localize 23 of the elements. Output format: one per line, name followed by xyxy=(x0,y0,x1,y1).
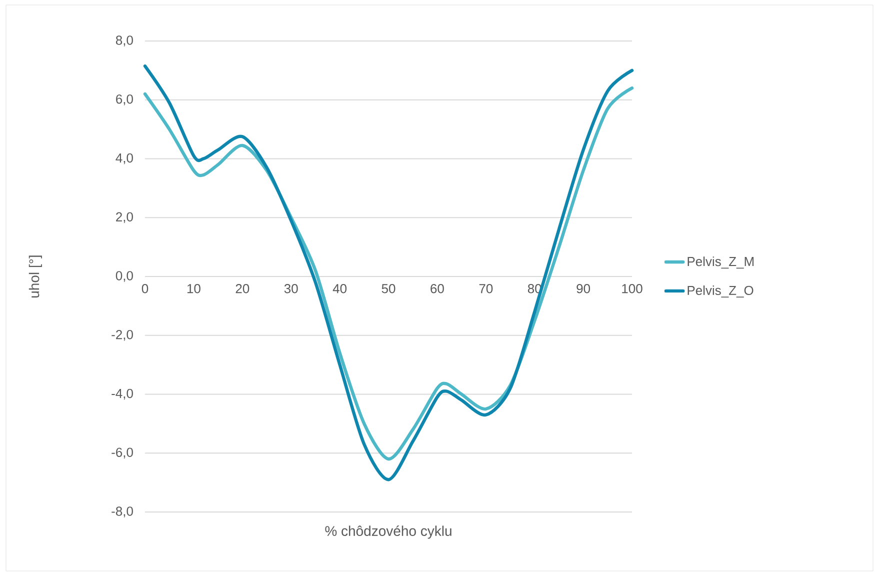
y-axis-title: uhol [°] xyxy=(28,256,42,298)
y-tick-label: -2,0 xyxy=(112,330,133,341)
y-tick-label: -4,0 xyxy=(112,388,133,400)
legend-label: Pelvis_Z_M xyxy=(688,256,754,269)
x-tick-label: 70 xyxy=(479,284,493,294)
y-tick-label: 8,0 xyxy=(116,36,133,46)
y-tick-label: 2,0 xyxy=(116,212,133,223)
x-tick-label: 50 xyxy=(382,284,396,294)
x-tick-label: 30 xyxy=(284,284,298,294)
y-tick-label: 6,0 xyxy=(116,94,133,106)
x-tick-label: 90 xyxy=(576,284,590,294)
legend-label: Pelvis_Z_O xyxy=(688,285,754,298)
y-tick-label: 4,0 xyxy=(116,153,133,164)
x-tick-label: 60 xyxy=(430,284,444,294)
y-tick-label: -6,0 xyxy=(112,448,133,458)
x-tick-label: 100 xyxy=(622,284,642,294)
y-tick-label: 0,0 xyxy=(116,271,133,282)
y-tick-label: -8,0 xyxy=(112,506,133,518)
x-tick-label: 40 xyxy=(332,284,347,294)
x-tick-label: 10 xyxy=(187,284,200,294)
x-tick-label: 20 xyxy=(236,284,250,294)
x-axis-title: % chôdzového cyklu xyxy=(325,526,452,539)
x-tick-label: 0 xyxy=(142,284,148,294)
